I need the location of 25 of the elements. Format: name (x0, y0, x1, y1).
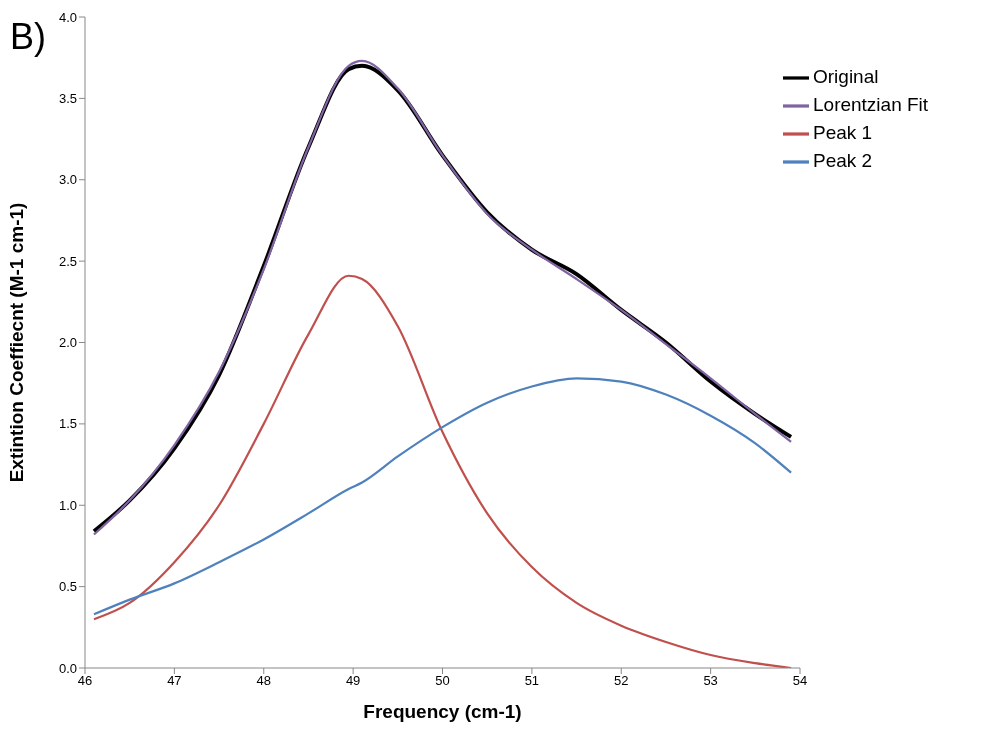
x-tick-label: 46 (77, 673, 93, 689)
y-tick-label: 2.0 (58, 335, 77, 351)
y-tick-label: 3.0 (58, 172, 77, 188)
x-tick-label: 51 (524, 673, 540, 689)
legend-label: Peak 2 (813, 150, 873, 171)
y-tick-label: 0.5 (58, 579, 77, 595)
x-tick-label: 52 (614, 673, 629, 689)
legend-label: Lorentzian Fit (813, 94, 929, 115)
x-axis-title: Frequency (cm-1) (363, 701, 522, 722)
y-tick-label: 4.0 (58, 9, 77, 25)
legend-label: Peak 1 (813, 122, 873, 143)
x-tick-label: 47 (167, 673, 182, 689)
y-tick-label: 1.0 (58, 497, 77, 513)
y-axis-title: Extintion Coeffiecnt (M-1 cm-1) (5, 202, 27, 483)
x-tick-label: 48 (256, 673, 271, 689)
y-tick-label: 1.5 (58, 416, 77, 432)
x-tick-label: 50 (435, 673, 450, 689)
x-tick-label: 49 (345, 673, 361, 689)
text: B) (10, 16, 46, 58)
y-tick-label: 2.5 (58, 253, 77, 269)
legend-label: Original (813, 66, 879, 87)
y-tick-label: 3.5 (58, 90, 77, 106)
x-tick-label: 54 (792, 673, 808, 689)
y-tick-label: 0.0 (58, 660, 77, 676)
x-tick-label: 53 (703, 673, 718, 689)
